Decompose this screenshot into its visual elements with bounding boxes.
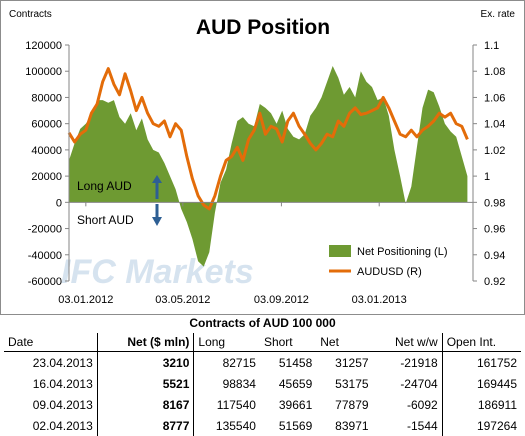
long-arrow-icon	[152, 175, 162, 199]
cell-long: 135540	[215, 418, 256, 433]
axes: 120000 100000 80000 60000 40000 20000 0 -20000 -…	[25, 40, 505, 306]
right-tick-label: 0.96	[484, 224, 505, 236]
left-tick-label: 80000	[31, 92, 62, 104]
cell-long: 82715	[222, 355, 256, 370]
chart-title: AUD Position	[196, 16, 330, 39]
left-axis-label: Contracts	[9, 9, 52, 20]
cell-open-int: 169445	[476, 376, 517, 391]
table-caption: Contracts of AUD 100 000	[189, 316, 336, 330]
legend-label-net-positioning: Net Positioning (L)	[357, 246, 448, 258]
cell-net-mln: 8167	[97, 394, 195, 415]
left-tick-label: -40000	[28, 250, 62, 262]
cell-date: 09.04.2013	[4, 394, 98, 415]
table-row: 23.04.2013 3210 82715 51458 31257 -21918…	[4, 351, 521, 373]
x-tick-label: 03.01.2013	[352, 294, 407, 306]
cell-net: 83971	[335, 418, 369, 433]
cell-long: 117540	[216, 397, 256, 412]
header-long: Long	[193, 333, 260, 352]
cell-net-ww: -24704	[372, 373, 443, 394]
positions-table: Date Net ($ mln) Long Short Net Net w/w …	[4, 333, 521, 436]
long-short-annotation: Long AUD Short AUD	[77, 175, 162, 227]
left-tick-label: 60000	[31, 119, 62, 131]
cell-net: 31257	[335, 355, 369, 370]
cell-net-ww: -21918	[372, 351, 443, 373]
right-tick-label: 1.1	[484, 40, 499, 52]
watermark-logo: IFC Markets	[61, 253, 254, 291]
cell-long: 98834	[222, 376, 256, 391]
right-axis-label: Ex. rate	[481, 9, 516, 20]
header-date: Date	[4, 333, 98, 352]
long-aud-label: Long AUD	[77, 179, 132, 193]
x-tick-label: 03.05.2012	[155, 294, 210, 306]
header-net-ww: Net w/w	[372, 333, 443, 352]
cell-net: 53175	[335, 376, 369, 391]
left-tick-label: -20000	[28, 224, 62, 236]
table-row: 16.04.2013 5521 98834 45659 53175 -24704…	[4, 373, 521, 394]
right-tick-label: 1.02	[484, 145, 505, 157]
audusd-line	[67, 67, 469, 211]
cell-net-mln: 5521	[97, 373, 195, 394]
left-tick-label: 120000	[25, 40, 62, 52]
header-net: Net	[316, 333, 373, 352]
x-tick-label: 03.01.2012	[58, 294, 113, 306]
cell-short: 51569	[278, 418, 313, 433]
cell-date: 02.04.2013	[4, 415, 98, 436]
cell-short: 39661	[278, 397, 313, 412]
left-tick-label: 100000	[25, 66, 62, 78]
cell-short: 45659	[278, 376, 313, 391]
x-tick-label: 03.09.2012	[254, 294, 309, 306]
watermark-text: IFC Markets	[61, 253, 254, 291]
cell-net-mln: 3210	[97, 351, 195, 373]
cell-open-int: 161752	[476, 355, 517, 370]
right-tick-label: 1.04	[484, 119, 505, 131]
right-tick-label: 0.98	[484, 197, 505, 209]
right-tick-label: 1.08	[484, 66, 505, 78]
legend-swatch-area	[329, 245, 351, 257]
cell-open-int: 197264	[476, 418, 517, 433]
short-arrow-icon	[152, 204, 162, 226]
cell-short: 51458	[278, 355, 313, 370]
cell-open-int: 186911	[477, 397, 517, 412]
right-tick-label: 0.92	[484, 276, 505, 288]
short-aud-label: Short AUD	[77, 213, 134, 227]
cell-net-ww: -6092	[372, 394, 443, 415]
cell-net-mln: 8777	[97, 415, 195, 436]
cell-date: 16.04.2013	[4, 373, 98, 394]
chart-panel: IFC Markets 120000 100000 80000 60000 40000 2…	[0, 0, 525, 315]
header-short: Short	[259, 333, 317, 352]
chart-legend: Net Positioning (L) AUDUSD (R)	[329, 245, 448, 278]
legend-label-audusd: AUDUSD (R)	[357, 266, 422, 278]
left-tick-label: 0	[56, 197, 62, 209]
cell-net: 77879	[335, 397, 369, 412]
table-row: 02.04.2013 8777 135540 51569 83971 -1544…	[4, 415, 521, 436]
table-row: 09.04.2013 8167 117540 39661 77879 -6092…	[4, 394, 521, 415]
left-tick-label: 20000	[31, 171, 62, 183]
net-positioning-area	[69, 66, 468, 267]
audusd-line-layer	[67, 67, 469, 211]
net-positioning-area-layer	[69, 66, 468, 267]
header-net-mln: Net ($ mln)	[97, 333, 195, 352]
aud-position-chart: IFC Markets 120000 100000 80000 60000 40000 2…	[9, 9, 516, 306]
left-tick-label: 40000	[31, 145, 62, 157]
right-tick-label: 1.06	[484, 92, 505, 104]
left-tick-label: -60000	[28, 276, 62, 288]
right-tick-label: 0.94	[484, 250, 505, 262]
table-header-row: Date Net ($ mln) Long Short Net Net w/w …	[4, 333, 521, 352]
cell-date: 23.04.2013	[4, 351, 98, 373]
cell-net-ww: -1544	[372, 415, 443, 436]
header-open-int: Open Int.	[442, 333, 521, 352]
right-tick-label: 1	[484, 171, 490, 183]
